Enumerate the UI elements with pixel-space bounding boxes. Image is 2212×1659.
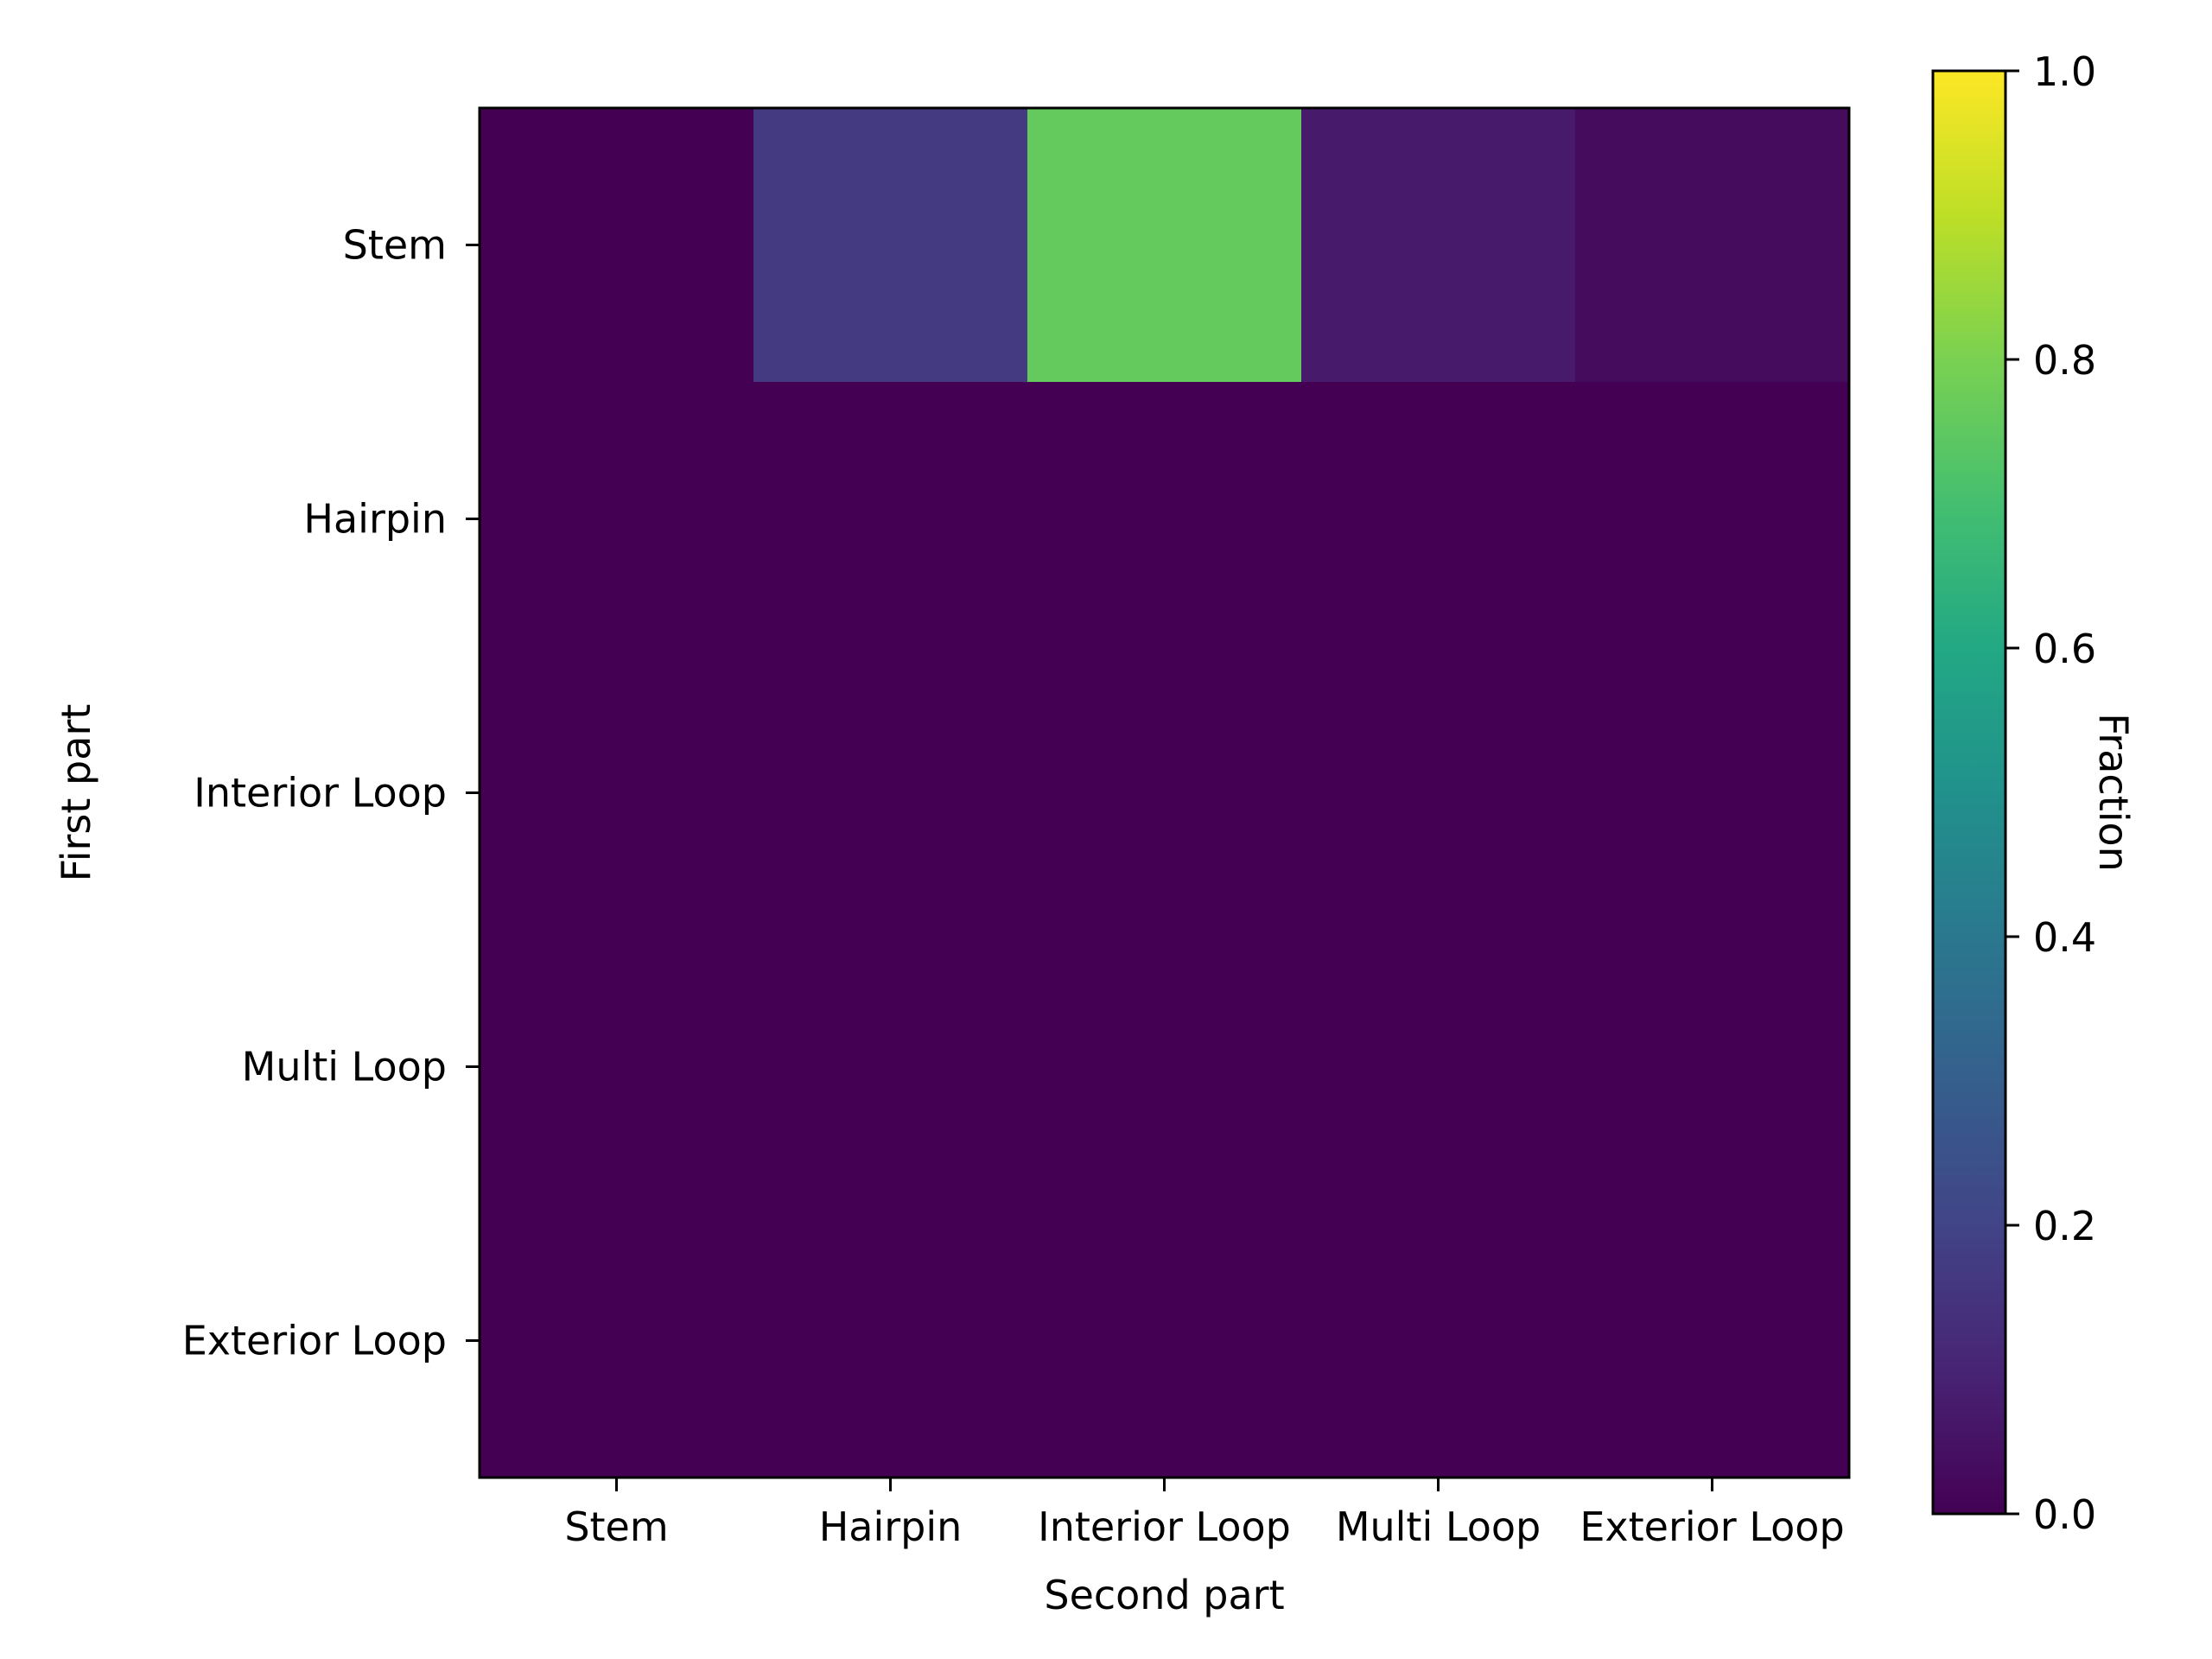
y-axis: Stem Hairpin Interior Loop Multi Loop Exteri…	[182, 222, 480, 1364]
heatmap-cell	[1301, 930, 1576, 1205]
x-tick-label: Exterior Loop	[1580, 1503, 1844, 1550]
y-tick-label: Exterior Loop	[182, 1318, 447, 1364]
heatmap-cell	[753, 1204, 1028, 1478]
heatmap-cell	[1027, 930, 1302, 1205]
x-tick-label: Stem	[564, 1503, 668, 1550]
heatmap-cell	[1301, 382, 1576, 657]
x-tick-label: Hairpin	[819, 1503, 963, 1550]
heatmap-cell	[1575, 382, 1850, 657]
y-tick-label: Multi Loop	[242, 1044, 447, 1090]
y-tick-label: Stem	[343, 222, 447, 269]
colorbar-tick-label: 0.8	[2033, 337, 2096, 384]
colorbar-tick-label: 0.6	[2033, 626, 2096, 672]
colorbar-ticks: 0.0 0.2 0.4 0.6 0.8 1.0	[2005, 48, 2096, 1538]
x-tick-label: Multi Loop	[1336, 1503, 1541, 1550]
heatmap-cell	[1575, 930, 1850, 1205]
heatmap-cell	[1575, 656, 1850, 931]
heatmap-cell	[753, 930, 1028, 1205]
heatmap-cell	[480, 930, 754, 1205]
heatmap-cell	[1027, 382, 1302, 657]
heatmap-cell	[1301, 1204, 1576, 1478]
colorbar-tick-label: 1.0	[2033, 48, 2096, 95]
colorbar	[1931, 69, 2007, 1516]
heatmap-cell	[480, 1204, 754, 1478]
heatmap-cell	[1301, 656, 1576, 931]
heatmap-cell	[480, 382, 754, 657]
y-tick-label: Interior Loop	[194, 770, 447, 817]
heatmap-cell	[1027, 1204, 1302, 1478]
y-axis-label: First part	[53, 704, 99, 882]
heatmap-cell	[1027, 656, 1302, 931]
colorbar-tick-label: 0.2	[2033, 1203, 2096, 1249]
heatmap-cell	[480, 108, 754, 383]
heatmap-cell	[753, 656, 1028, 931]
heatmap-cells	[480, 108, 1850, 1478]
heatmap-cell	[1575, 108, 1850, 383]
heatmap-cell	[753, 108, 1028, 383]
heatmap-cell	[753, 382, 1028, 657]
heatmap-cell	[1575, 1204, 1850, 1478]
colorbar-label: Fraction	[2090, 713, 2137, 872]
colorbar-tick-label: 0.4	[2033, 914, 2096, 961]
x-axis: Stem Hairpin Interior Loop Multi Loop Exteri…	[564, 1478, 1845, 1550]
heatmap-cell	[1027, 108, 1302, 383]
heatmap-cell	[480, 656, 754, 931]
heatmap-cell	[1301, 108, 1576, 383]
y-tick-label: Hairpin	[303, 496, 447, 543]
x-tick-label: Interior Loop	[1038, 1503, 1291, 1550]
colorbar-tick-label: 0.0	[2033, 1491, 2096, 1538]
x-axis-label: Second part	[1044, 1572, 1284, 1618]
